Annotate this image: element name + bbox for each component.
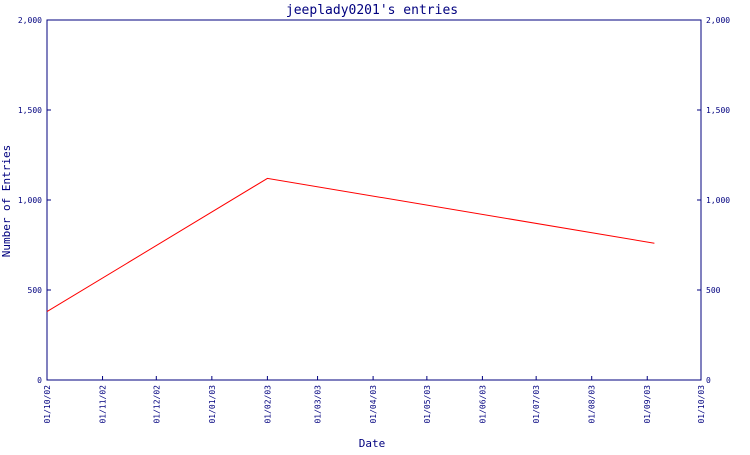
y-tick-label-right: 500 xyxy=(706,286,721,295)
x-axis-label: Date xyxy=(359,437,386,450)
x-tick-label: 01/10/02 xyxy=(43,385,52,424)
y-tick-label-right: 0 xyxy=(706,376,711,385)
x-axis: 01/10/02 01/11/02 01/12/02 01/01/03 01/02/03… xyxy=(43,376,706,424)
y-axis-left: 0 500 1,000 1,500 2,000 xyxy=(18,16,51,385)
x-tick-label: 01/11/02 xyxy=(99,385,108,424)
y-tick-label-right: 2,000 xyxy=(706,16,730,25)
plot-frame xyxy=(46,19,702,381)
y-tick-label-left: 1,000 xyxy=(18,196,42,205)
y-tick-label-left: 1,500 xyxy=(18,106,42,115)
y-tick-label-left: 500 xyxy=(28,286,43,295)
series-line xyxy=(46,177,655,313)
x-tick-label: 01/09/03 xyxy=(643,385,652,424)
x-tick-label: 01/07/03 xyxy=(532,385,541,424)
x-tick-label: 01/01/03 xyxy=(208,385,217,424)
y-axis-label: Number of Entries xyxy=(0,145,13,258)
x-tick-label: 01/06/03 xyxy=(478,385,487,424)
chart-title: jeeplady0201's entries xyxy=(286,3,458,18)
y-tick-label-left: 0 xyxy=(37,376,42,385)
x-tick-label: 01/08/03 xyxy=(588,385,597,424)
series-layer xyxy=(46,177,655,313)
x-tick-label: 01/05/03 xyxy=(423,385,432,424)
y-tick-label-right: 1,000 xyxy=(706,196,730,205)
x-tick-label: 01/04/03 xyxy=(369,385,378,424)
y-tick-label-left: 2,000 xyxy=(18,16,42,25)
plot-border xyxy=(46,19,702,381)
x-tick-label: 01/02/03 xyxy=(263,385,272,424)
y-tick-label-right: 1,500 xyxy=(706,106,730,115)
x-tick-label: 01/10/03 xyxy=(697,385,706,424)
x-tick-label: 01/03/03 xyxy=(314,385,323,424)
y-axis-right: 0 500 1,000 1,500 2,000 xyxy=(697,16,730,385)
x-tick-label: 01/12/02 xyxy=(152,385,161,424)
